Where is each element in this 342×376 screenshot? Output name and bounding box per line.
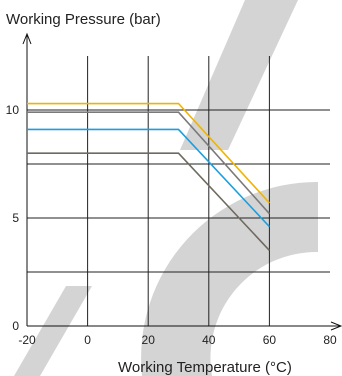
y-axis-label: Working Pressure (bar) [6,11,161,28]
watermark-arc [141,181,318,376]
x-axis-label: Working Temperature (°C) [118,359,292,376]
y-axis-arrow [22,32,32,45]
series-line-1 [27,102,270,204]
x-tick-label: 20 [142,333,156,347]
y-tick-label: 5 [12,211,19,225]
y-tick-label: 10 [6,103,20,117]
watermark [14,0,318,376]
series-line-3 [27,128,270,228]
x-axis-arrow [330,321,342,331]
y-tick-label: 0 [12,319,19,333]
grid [27,56,330,326]
watermark-slash-top [180,0,298,150]
watermark-slash-bottom [14,286,92,376]
series-line-2 [27,111,270,215]
x-tick-label: 60 [263,333,277,347]
x-tick-label: -20 [18,333,36,347]
series-lines [27,102,270,251]
x-tick-label: 40 [202,333,216,347]
axes [22,32,342,331]
series-line-4 [27,152,270,251]
x-tick-label: 80 [323,333,337,347]
x-tick-label: 0 [84,333,91,347]
